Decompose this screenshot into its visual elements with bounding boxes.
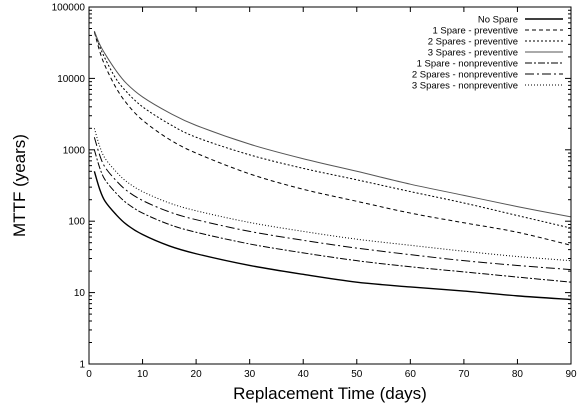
- series-line-3: [93, 31, 571, 229]
- y-tick-label: 100000: [52, 3, 86, 14]
- x-tick-label: 70: [458, 369, 470, 380]
- legend-label: 1 Spare - preventive: [432, 26, 518, 37]
- plot-frame: [88, 6, 572, 365]
- series-line-2: [93, 31, 571, 246]
- legend-label: 3 Spares - preventive: [428, 48, 518, 59]
- y-tick-label: 10: [74, 288, 86, 299]
- x-tick-label: 20: [191, 369, 203, 380]
- y-tick-label: 10000: [57, 74, 85, 85]
- y-axis-title: MTTF (years): [10, 134, 29, 237]
- x-tick-label: 80: [512, 369, 524, 380]
- series-line-4: [93, 30, 571, 218]
- series-line-1: [93, 171, 571, 301]
- legend-label: 2 Spares - nonpreventive: [412, 70, 518, 81]
- y-axis: 1 10 100 1000 10000 100000: [52, 3, 571, 371]
- legend-label: 2 Spares - preventive: [428, 37, 518, 48]
- x-axis: 0 10 20 30 40 50 60 70 80 90: [86, 7, 577, 380]
- x-tick-label: 90: [565, 369, 577, 380]
- series-line-6: [93, 137, 571, 271]
- legend-label: No Spare: [478, 15, 518, 26]
- x-axis-title: Replacement Time (days): [233, 384, 427, 403]
- series-lines: [93, 30, 571, 301]
- y-tick-label: 1000: [63, 145, 86, 156]
- legend-label: 1 Spare - nonpreventive: [417, 59, 518, 70]
- x-tick-label: 60: [405, 369, 417, 380]
- y-tick-label: 1: [79, 360, 85, 371]
- series-line-7: [93, 128, 571, 262]
- x-tick-label: 40: [298, 369, 310, 380]
- x-tick-label: 10: [137, 369, 149, 380]
- series-line-5: [93, 149, 571, 283]
- x-tick-label: 0: [86, 369, 92, 380]
- y-tick-label: 100: [68, 217, 85, 228]
- x-tick-label: 30: [244, 369, 256, 380]
- legend-label: 3 Spares - nonpreventive: [412, 81, 518, 92]
- x-tick-label: 50: [351, 369, 363, 380]
